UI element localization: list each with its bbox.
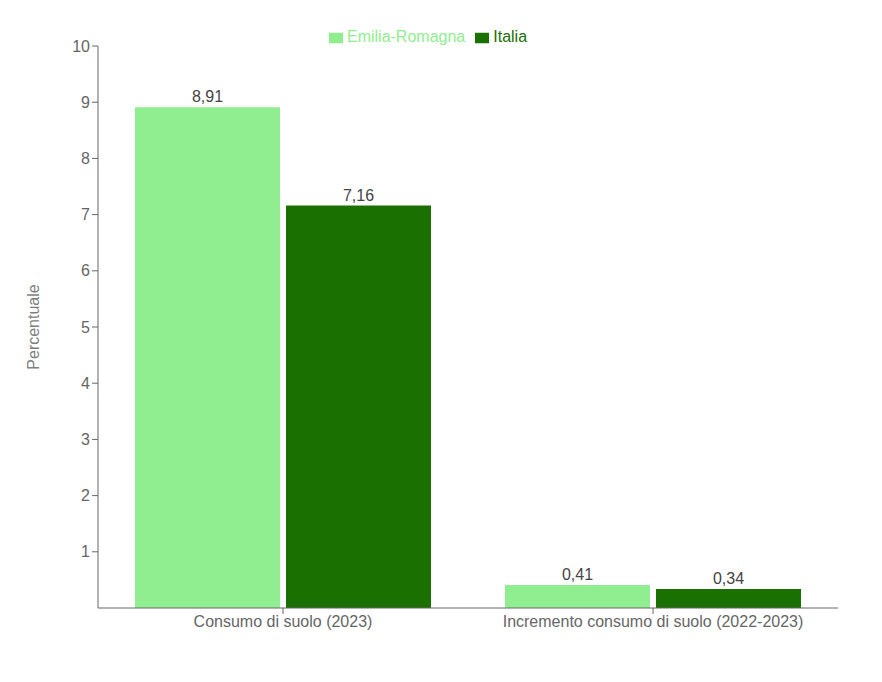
html-text:Italia: Italia [493,28,527,45]
svg-text:10: 10 [72,38,90,55]
svg-text:4: 4 [81,375,90,392]
svg-text:Consumo di suolo (2023): Consumo di suolo (2023) [194,613,373,630]
svg-text:9: 9 [81,94,90,111]
svg-text:3: 3 [81,431,90,448]
svg-text:7,16: 7,16 [343,187,374,204]
svg-text:6: 6 [81,262,90,279]
svg-text:5: 5 [81,319,90,336]
svg-text:Incremento consumo di suolo (2: Incremento consumo di suolo (2022-2023) [503,613,804,630]
svg-text:2: 2 [81,487,90,504]
svg-text:8: 8 [81,150,90,167]
svg-text:1: 1 [81,543,90,560]
svg-text:8,91: 8,91 [192,88,223,105]
svg-text:0,34: 0,34 [713,570,744,587]
html-text:Emilia-Romagna: Emilia-Romagna [347,28,466,45]
svg-text:7: 7 [81,206,90,223]
svg-text:Percentuale: Percentuale [25,284,42,369]
svg-text:0,41: 0,41 [562,566,593,583]
